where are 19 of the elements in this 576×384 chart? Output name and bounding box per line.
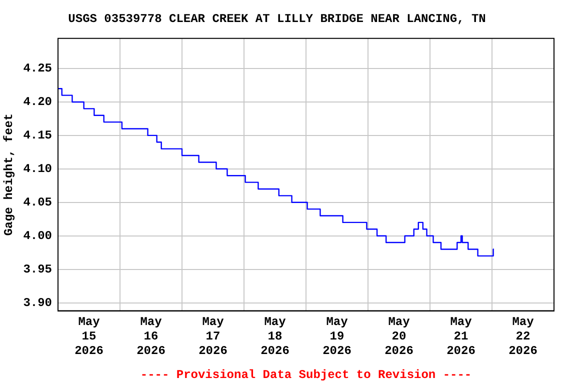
y-tick-label: 3.95	[23, 262, 52, 276]
y-tick-label: 4.20	[23, 95, 52, 109]
x-tick-label: May 16 2026	[136, 315, 166, 358]
y-tick-label: 4.00	[23, 228, 52, 243]
x-tick-label: May 22 2026	[508, 315, 538, 358]
y-tick-label: 4.15	[23, 128, 52, 142]
x-tick-label: May 21 2026	[446, 315, 476, 358]
x-tick-label: May 18 2026	[260, 315, 290, 358]
x-tick-label: May 17 2026	[198, 315, 228, 358]
y-tick-label: 3.90	[23, 296, 52, 310]
text: ---- Provisional Data Subject to Revision ----	[140, 368, 472, 382]
chart-title: USGS 03539778 CLEAR CREEK AT LILLY BRIDGE NEAR LANCING, TN	[68, 12, 486, 26]
x-tick-label: May 19 2026	[322, 315, 352, 358]
x-tick-label: May 15 2026	[74, 315, 104, 358]
y-axis-title: Gage height, feet	[2, 113, 16, 236]
y-tick-label: 4.05	[23, 195, 52, 210]
y-tick-label: 4.10	[23, 162, 52, 176]
y-tick-label: 4.25	[23, 62, 52, 76]
x-tick-label: May 20 2026	[384, 315, 414, 358]
